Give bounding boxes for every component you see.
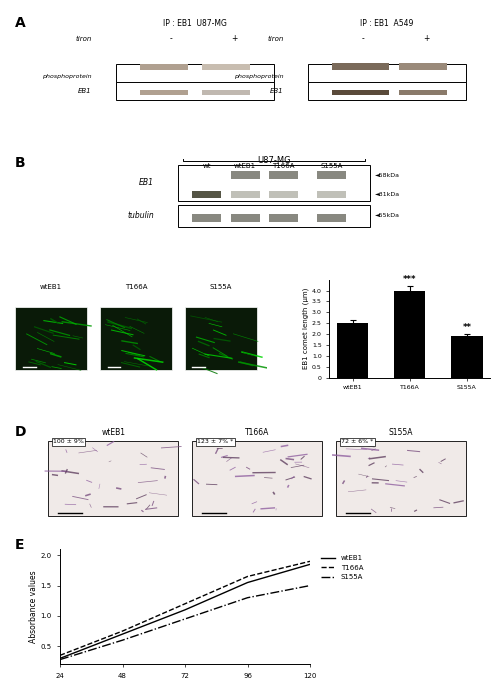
Text: tubulin: tubulin bbox=[127, 212, 154, 220]
Text: EB1: EB1 bbox=[78, 87, 92, 94]
FancyBboxPatch shape bbox=[231, 171, 260, 179]
T166A bbox=[244, 572, 250, 580]
Text: B: B bbox=[15, 156, 26, 170]
wtEB1 bbox=[120, 630, 126, 638]
Text: +: + bbox=[231, 35, 237, 43]
FancyBboxPatch shape bbox=[202, 64, 250, 70]
FancyBboxPatch shape bbox=[140, 64, 188, 70]
Text: wtEB1: wtEB1 bbox=[40, 283, 62, 290]
Text: A: A bbox=[15, 16, 26, 31]
Text: wt: wt bbox=[202, 163, 211, 169]
Text: ◄55kDa: ◄55kDa bbox=[375, 214, 400, 218]
Text: EB1: EB1 bbox=[139, 178, 154, 187]
FancyBboxPatch shape bbox=[15, 307, 87, 370]
Bar bbox=[451, 336, 482, 378]
Text: IP : EB1  A549: IP : EB1 A549 bbox=[360, 19, 414, 28]
Text: -: - bbox=[170, 35, 172, 43]
T166A bbox=[182, 600, 188, 608]
S155A bbox=[57, 656, 63, 664]
Text: 72 ± 6% *: 72 ± 6% * bbox=[341, 439, 374, 445]
FancyBboxPatch shape bbox=[332, 62, 389, 70]
FancyBboxPatch shape bbox=[308, 82, 466, 100]
Legend: wtEB1, T166A, S155A: wtEB1, T166A, S155A bbox=[318, 553, 366, 583]
S155A bbox=[307, 582, 313, 590]
Bar bbox=[394, 291, 426, 378]
Bar bbox=[337, 323, 368, 378]
T166A bbox=[120, 627, 126, 635]
Text: T166A: T166A bbox=[272, 163, 295, 169]
FancyBboxPatch shape bbox=[336, 441, 466, 516]
FancyBboxPatch shape bbox=[317, 191, 346, 198]
Text: wtEB1: wtEB1 bbox=[101, 428, 125, 437]
FancyBboxPatch shape bbox=[178, 165, 370, 201]
FancyBboxPatch shape bbox=[116, 64, 274, 89]
Text: tiron: tiron bbox=[75, 36, 92, 42]
FancyBboxPatch shape bbox=[269, 191, 298, 198]
FancyBboxPatch shape bbox=[192, 441, 322, 516]
FancyBboxPatch shape bbox=[140, 90, 188, 96]
FancyBboxPatch shape bbox=[317, 171, 346, 179]
Y-axis label: Absorbance values: Absorbance values bbox=[28, 570, 38, 643]
Text: T166A: T166A bbox=[124, 283, 147, 290]
FancyBboxPatch shape bbox=[202, 90, 250, 96]
Text: EB1: EB1 bbox=[270, 87, 283, 94]
FancyBboxPatch shape bbox=[332, 90, 389, 96]
Text: wtEB1: wtEB1 bbox=[234, 163, 256, 169]
S155A bbox=[120, 636, 126, 644]
FancyBboxPatch shape bbox=[116, 82, 274, 100]
Text: phosphoprotein: phosphoprotein bbox=[42, 74, 92, 79]
Text: IP : EB1  U87-MG: IP : EB1 U87-MG bbox=[163, 19, 226, 28]
Text: -: - bbox=[362, 35, 364, 43]
S155A bbox=[244, 594, 250, 602]
FancyBboxPatch shape bbox=[308, 64, 466, 89]
wtEB1 bbox=[57, 654, 63, 662]
FancyBboxPatch shape bbox=[231, 214, 260, 222]
Text: S155A: S155A bbox=[210, 283, 232, 290]
Text: ***: *** bbox=[403, 275, 416, 285]
Text: 100 ± 9%: 100 ± 9% bbox=[53, 439, 84, 445]
wtEB1 bbox=[182, 605, 188, 614]
T166A bbox=[307, 557, 313, 565]
Text: D: D bbox=[15, 425, 26, 439]
Text: T166A: T166A bbox=[245, 428, 270, 437]
FancyBboxPatch shape bbox=[399, 62, 447, 70]
Text: ◄58kDa: ◄58kDa bbox=[375, 173, 400, 178]
FancyBboxPatch shape bbox=[269, 214, 298, 222]
Text: phosphoprotein: phosphoprotein bbox=[234, 74, 283, 79]
Text: E: E bbox=[15, 538, 24, 552]
wtEB1 bbox=[307, 560, 313, 568]
FancyBboxPatch shape bbox=[399, 90, 447, 96]
Text: +: + bbox=[423, 35, 430, 43]
Text: 123 ± 7% *: 123 ± 7% * bbox=[197, 439, 234, 445]
wtEB1 bbox=[244, 578, 250, 586]
FancyBboxPatch shape bbox=[231, 191, 260, 198]
Text: ◄31kDa: ◄31kDa bbox=[375, 192, 400, 197]
Text: tiron: tiron bbox=[267, 36, 283, 42]
Line: T166A: T166A bbox=[60, 561, 310, 656]
FancyBboxPatch shape bbox=[269, 171, 298, 179]
FancyBboxPatch shape bbox=[184, 307, 256, 370]
S155A bbox=[182, 615, 188, 623]
Y-axis label: EB1 comet length (μm): EB1 comet length (μm) bbox=[302, 288, 309, 370]
FancyBboxPatch shape bbox=[100, 307, 172, 370]
FancyBboxPatch shape bbox=[192, 191, 221, 198]
Text: S155A: S155A bbox=[320, 163, 343, 169]
FancyBboxPatch shape bbox=[178, 205, 370, 226]
Line: wtEB1: wtEB1 bbox=[60, 564, 310, 658]
T166A bbox=[57, 652, 63, 660]
Text: **: ** bbox=[462, 323, 471, 332]
Line: S155A: S155A bbox=[60, 586, 310, 660]
Text: U87-MG: U87-MG bbox=[257, 156, 291, 165]
FancyBboxPatch shape bbox=[48, 441, 178, 516]
FancyBboxPatch shape bbox=[192, 214, 221, 222]
FancyBboxPatch shape bbox=[317, 214, 346, 222]
Text: S155A: S155A bbox=[389, 428, 413, 437]
